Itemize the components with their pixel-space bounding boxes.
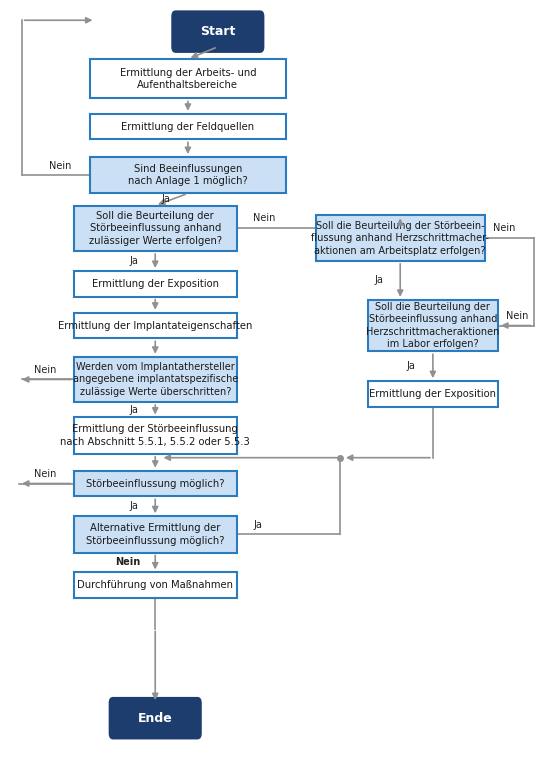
Text: Störbeeinflussung möglich?: Störbeeinflussung möglich? [86, 478, 224, 489]
Text: Ja: Ja [406, 361, 416, 371]
Text: Nein: Nein [34, 469, 56, 479]
Text: Durchführung von Maßnahmen: Durchführung von Maßnahmen [77, 581, 233, 591]
Text: Nein: Nein [493, 223, 515, 233]
Text: Ende: Ende [138, 711, 173, 724]
FancyBboxPatch shape [74, 206, 237, 251]
FancyBboxPatch shape [367, 381, 498, 407]
FancyBboxPatch shape [316, 216, 485, 261]
Text: Werden vom Implantathersteller
angegebene implantatspezifische
zulässige Werte ü: Werden vom Implantathersteller angegeben… [73, 362, 238, 397]
Text: Ja: Ja [162, 194, 170, 204]
Text: Ja: Ja [129, 256, 138, 266]
FancyBboxPatch shape [74, 470, 237, 496]
FancyBboxPatch shape [74, 356, 237, 402]
Text: Soll die Beurteilung der
Störbeeinflussung anhand
zulässiger Werte erfolgen?: Soll die Beurteilung der Störbeeinflussu… [89, 211, 222, 246]
Text: Ja: Ja [129, 405, 138, 415]
Text: Ermittlung der Feldquellen: Ermittlung der Feldquellen [122, 122, 255, 132]
FancyBboxPatch shape [74, 271, 237, 297]
Text: Ja: Ja [129, 501, 138, 511]
Text: Soll die Beurteilung der
Störbeeinflussung anhand
Herzschrittmacheraktionen
im L: Soll die Beurteilung der Störbeeinflussu… [366, 302, 499, 349]
FancyBboxPatch shape [90, 59, 286, 99]
FancyBboxPatch shape [171, 11, 265, 53]
Text: Nein: Nein [116, 558, 141, 568]
Text: Nein: Nein [253, 213, 276, 223]
FancyBboxPatch shape [74, 516, 237, 552]
Text: Soll die Beurteilung der Störbeein-
flussung anhand Herzschrittmacher-
aktionen : Soll die Beurteilung der Störbeein- flus… [311, 221, 489, 256]
FancyBboxPatch shape [90, 157, 286, 194]
Text: Nein: Nein [49, 161, 72, 171]
Text: Ermittlung der Arbeits- und
Aufenthaltsbereiche: Ermittlung der Arbeits- und Aufenthaltsb… [119, 67, 256, 90]
Text: Ermittlung der Exposition: Ermittlung der Exposition [370, 389, 497, 399]
FancyBboxPatch shape [74, 313, 237, 338]
Text: Sind Beeinflussungen
nach Anlage 1 möglich?: Sind Beeinflussungen nach Anlage 1 mögli… [128, 164, 248, 187]
Text: Ja: Ja [253, 519, 262, 529]
FancyBboxPatch shape [74, 418, 237, 454]
Text: Ja: Ja [374, 275, 383, 285]
FancyBboxPatch shape [90, 114, 286, 139]
Text: Nein: Nein [34, 365, 56, 375]
FancyBboxPatch shape [74, 572, 237, 598]
Text: Ermittlung der Implantateigenschaften: Ermittlung der Implantateigenschaften [58, 321, 252, 330]
Text: Ermittlung der Störbeeinflussung
nach Abschnitt 5.5.1, 5.5.2 oder 5.5.3: Ermittlung der Störbeeinflussung nach Ab… [60, 425, 250, 447]
Text: Nein: Nein [507, 311, 529, 321]
FancyBboxPatch shape [109, 697, 202, 740]
Text: Ermittlung der Exposition: Ermittlung der Exposition [92, 278, 219, 288]
Text: Start: Start [200, 25, 235, 38]
Text: Alternative Ermittlung der
Störbeeinflussung möglich?: Alternative Ermittlung der Störbeeinflus… [86, 523, 224, 545]
FancyBboxPatch shape [367, 300, 498, 351]
